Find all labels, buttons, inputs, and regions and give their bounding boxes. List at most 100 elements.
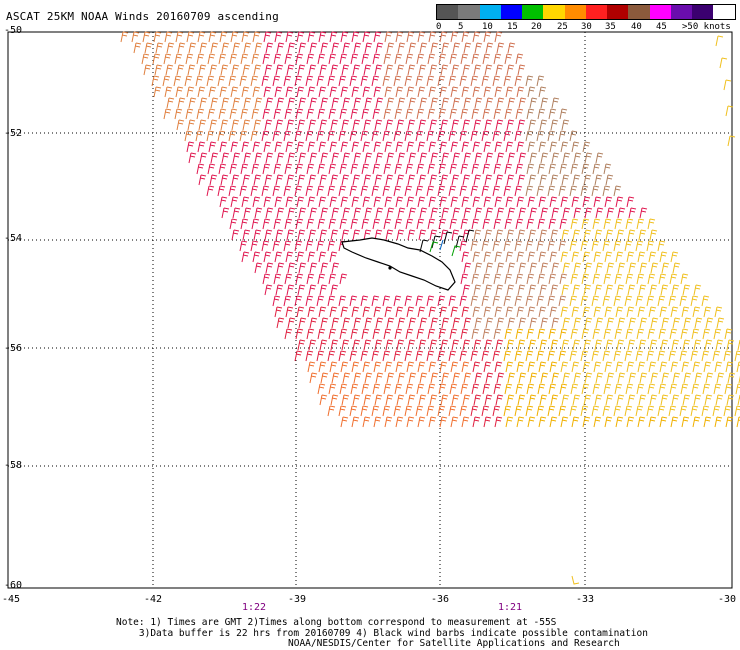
wind-barb	[252, 86, 261, 98]
wind-barb	[724, 328, 733, 340]
wind-barb	[648, 251, 657, 263]
note-line-1: Note: 1) Times are GMT 2)Times along bot…	[116, 617, 557, 628]
wind-barb	[560, 416, 569, 428]
wind-barb	[329, 306, 338, 318]
wind-barb	[307, 251, 316, 263]
wind-barb	[217, 130, 226, 142]
wind-barb	[604, 306, 613, 318]
wind-barb	[419, 317, 428, 329]
wind-barb	[287, 97, 296, 109]
wind-barb	[547, 185, 556, 197]
wind-barb	[551, 372, 560, 384]
legend-swatch	[500, 5, 522, 19]
wind-barb	[294, 350, 303, 362]
wind-barb	[430, 372, 439, 384]
contaminated-wind-barb	[465, 229, 475, 243]
wind-barb	[540, 262, 549, 274]
wind-barb	[196, 163, 205, 175]
wind-barb	[316, 130, 325, 142]
wind-barb	[261, 240, 270, 252]
wind-barb	[383, 53, 392, 65]
wind-barb	[536, 350, 545, 362]
wind-barb	[439, 361, 448, 373]
wind-barb	[340, 31, 349, 43]
wind-barb	[613, 240, 622, 252]
wind-barb	[471, 328, 480, 340]
wind-barb	[536, 405, 545, 417]
wind-barb	[327, 75, 336, 87]
wind-barb	[506, 284, 515, 296]
wind-barb	[526, 163, 535, 175]
wind-barb	[197, 31, 206, 43]
wind-barb	[230, 196, 239, 208]
wind-barb	[360, 75, 369, 87]
wind-barb	[492, 185, 501, 197]
wind-barb	[463, 152, 472, 164]
wind-barb	[316, 240, 325, 252]
wind-barb	[548, 108, 557, 120]
wind-barb	[474, 372, 483, 384]
wind-barb	[261, 185, 270, 197]
wind-barb	[308, 119, 317, 131]
wind-barb	[250, 75, 259, 87]
wind-barb	[353, 97, 362, 109]
wind-barb	[275, 229, 284, 241]
wind-barb	[495, 394, 504, 406]
wind-barb	[144, 42, 153, 54]
wind-barb	[481, 350, 490, 362]
wind-barb	[418, 64, 427, 76]
wind-barb	[250, 240, 259, 252]
wind-barb	[506, 394, 515, 406]
wind-barb	[503, 185, 512, 197]
wind-barb	[298, 262, 307, 274]
wind-barb	[627, 339, 636, 351]
wind-barb	[384, 141, 393, 153]
wind-barb	[405, 383, 414, 395]
wind-barb	[341, 64, 350, 76]
wind-barb	[371, 75, 380, 87]
wind-barb	[231, 174, 240, 186]
wind-barb	[427, 328, 436, 340]
wind-barb	[606, 317, 615, 329]
wind-barb	[473, 339, 482, 351]
wind-barb	[320, 42, 329, 54]
wind-barb	[328, 163, 337, 175]
wind-barb	[318, 251, 327, 263]
wind-barb	[571, 575, 580, 585]
wind-barb	[309, 207, 318, 219]
wind-barb	[218, 163, 227, 175]
wind-barb	[603, 383, 612, 395]
wind-barb	[428, 141, 437, 153]
wind-barb	[661, 317, 670, 329]
wind-barb	[274, 251, 283, 263]
wind-barb	[507, 97, 516, 109]
wind-barb	[198, 64, 207, 76]
wind-barb	[361, 218, 370, 230]
wind-barb	[518, 372, 527, 384]
wind-barb	[646, 295, 655, 307]
wind-barb	[503, 295, 512, 307]
wind-barb	[725, 105, 734, 117]
wind-barb	[518, 207, 527, 219]
wind-barb	[668, 405, 677, 417]
wind-barb	[627, 229, 636, 241]
wind-barb	[416, 218, 425, 230]
wind-barb	[539, 394, 548, 406]
wind-barb	[448, 295, 457, 307]
wind-barb	[243, 97, 252, 109]
wind-barb	[461, 416, 470, 428]
wind-barb	[517, 284, 526, 296]
wind-barb	[690, 405, 699, 417]
wind-barb	[547, 350, 556, 362]
wind-barb	[459, 130, 468, 142]
wind-barb	[617, 207, 626, 219]
wind-barb	[252, 251, 261, 263]
wind-barb	[339, 218, 348, 230]
wind-barb	[254, 262, 263, 274]
wind-barb	[560, 251, 569, 263]
wind-barb	[349, 350, 358, 362]
wind-barb	[415, 130, 424, 142]
wind-barb	[518, 97, 527, 109]
wind-barb	[232, 42, 241, 54]
wind-barb	[715, 339, 724, 351]
